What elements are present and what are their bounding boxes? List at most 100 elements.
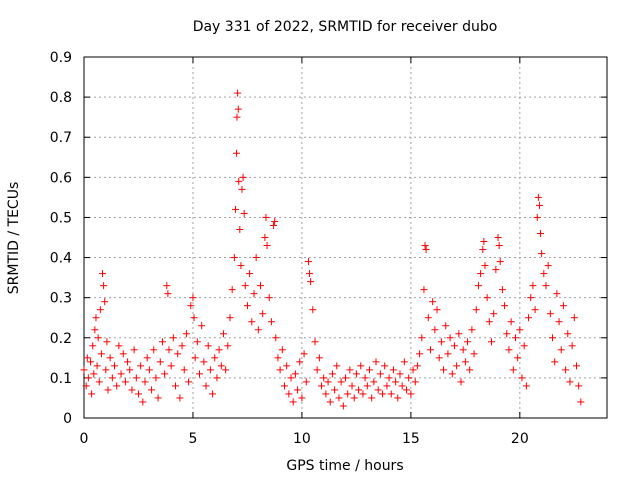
x-tick-label: 0 [80,431,89,447]
data-point [300,350,308,358]
data-point [82,382,90,390]
data-point [139,398,147,406]
data-point [405,374,413,382]
y-tick-label: 0 [63,411,72,427]
data-point [461,358,469,366]
data-point [111,362,119,370]
data-point [94,334,102,342]
data-point [84,374,92,382]
data-point [368,394,376,402]
data-point [219,330,227,338]
data-point [450,342,458,350]
data-point [89,342,97,350]
y-tick-label: 0.3 [50,291,72,307]
data-point [134,390,142,398]
data-point [383,382,391,390]
data-point [189,294,197,302]
data-point [113,382,121,390]
data-point [407,390,415,398]
data-point [315,354,323,362]
data-point [352,370,360,378]
data-point [97,350,105,358]
data-point [202,382,210,390]
data-point [254,326,262,334]
data-point [403,386,411,394]
data-point [148,386,156,394]
y-tick-label: 0.8 [50,90,72,106]
data-point [501,302,509,310]
data-point [505,346,513,354]
data-point [235,177,243,185]
data-point [285,390,293,398]
data-point [222,366,230,374]
data-point [350,394,358,402]
x-axis-label: GPS time / hours [286,458,403,474]
data-point [520,342,528,350]
data-point [322,390,330,398]
data-point [570,314,578,322]
data-point [522,382,530,390]
data-point [150,346,158,354]
data-point [453,362,461,370]
data-point [542,282,550,290]
data-point [468,326,476,334]
data-point [215,346,223,354]
data-point [296,358,304,366]
data-point [446,334,454,342]
y-axis-label: SRMTID / TECUs [6,182,22,295]
data-point [459,346,467,354]
data-point [313,366,321,374]
data-point [387,390,395,398]
x-tick-label: 15 [402,431,420,447]
data-point [568,342,576,350]
data-point [165,346,173,354]
data-point [396,370,404,378]
data-point [154,394,162,402]
data-point [180,366,188,374]
data-point [102,366,110,374]
data-point [298,394,306,402]
data-point [96,306,104,314]
plot-frame [83,56,608,419]
data-point [309,306,317,314]
data-point [213,374,221,382]
data-point [413,362,421,370]
data-point [230,254,238,262]
data-point [209,390,217,398]
data-point [564,330,572,338]
data-point [416,350,424,358]
y-tick-label: 0.7 [50,130,72,146]
data-point [126,366,134,374]
data-point [195,370,203,378]
data-point [270,221,278,229]
data-point [544,262,552,270]
data-point [363,382,371,390]
data-point [174,350,182,358]
data-point [339,402,347,410]
data-point [494,234,502,241]
data-point [424,314,432,322]
data-point [265,294,273,302]
data-point [240,209,248,217]
data-point [418,334,426,342]
data-point [320,374,328,382]
data-point [514,354,522,362]
data-point [488,338,496,346]
data-point [294,386,302,394]
chart-title: Day 331 of 2022, SRMTID for receiver dub… [193,19,498,35]
data-point [261,234,269,241]
axis-ticks: 0 0.1 0.2 0.3 0.4 0.5 0.6 0.7 0.8 0.9 0 5 10 15 20 [50,50,607,447]
data-point [400,358,408,366]
data-point [130,346,138,354]
data-point [95,378,103,386]
data-point [551,358,559,366]
data-point [283,362,291,370]
data-point [503,330,511,338]
data-point [156,358,164,366]
data-point [566,378,574,386]
data-point [278,346,286,354]
data-point [359,390,367,398]
data-point [182,330,190,338]
data-point [280,382,288,390]
